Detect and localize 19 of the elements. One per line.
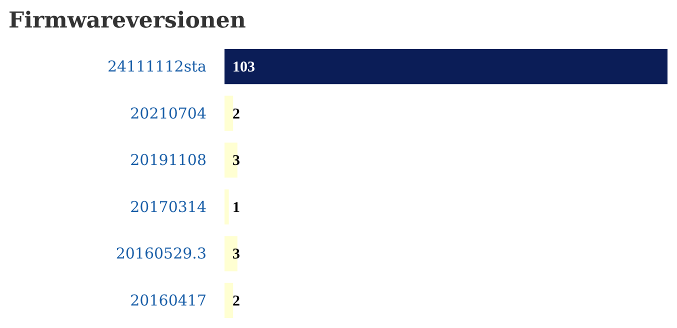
bar xyxy=(224,236,238,272)
data-label: 3 xyxy=(232,246,240,263)
y-tick-label: 20210704 xyxy=(130,104,207,122)
data-label: 2 xyxy=(232,293,240,310)
bar xyxy=(224,49,668,84)
bar xyxy=(224,189,229,224)
y-tick-label: 24111112sta xyxy=(107,58,207,76)
data-label: 2 xyxy=(232,106,240,122)
y-tick-label: 20191108 xyxy=(130,151,207,170)
data-label: 1 xyxy=(232,200,240,216)
y-tick-label: 20160417 xyxy=(130,291,207,310)
bar xyxy=(224,282,234,318)
bar xyxy=(224,96,234,131)
bar xyxy=(224,142,238,178)
data-label: 103 xyxy=(232,60,255,76)
data-label: 3 xyxy=(232,153,240,170)
chart-title: Firmwareversionen xyxy=(8,8,246,34)
y-tick-label: 20160529.3 xyxy=(116,244,207,263)
y-tick-label: 20170314 xyxy=(130,198,207,216)
